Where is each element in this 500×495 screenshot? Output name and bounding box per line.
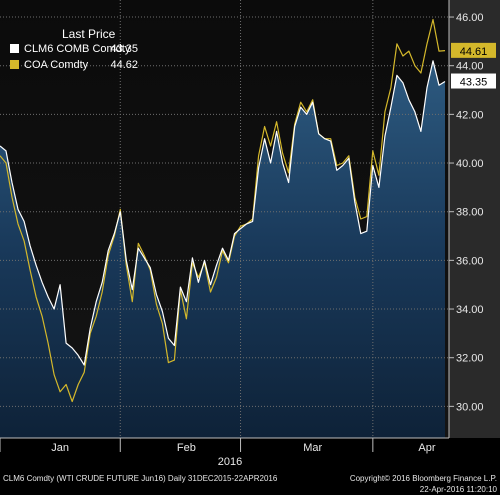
year-label: 2016 xyxy=(218,456,242,468)
legend-title: Last Price xyxy=(62,27,116,41)
last-price-badge xyxy=(451,73,496,89)
x-tick-label: Apr xyxy=(418,442,435,454)
footer-timestamp: 22-Apr-2016 11:20:10 xyxy=(420,485,498,494)
legend-value-coa: 44.62 xyxy=(110,59,138,71)
legend-swatch-coa xyxy=(10,60,19,69)
legend-label-clm6: CLM6 COMB Comdty xyxy=(24,43,131,55)
y-tick-label: 34.00 xyxy=(456,304,484,316)
y-ticks: 30.00 32.00 34.00 36.00 38.00 40.00 42.00 44.00… xyxy=(449,12,484,413)
x-tick-label: Feb xyxy=(177,442,196,454)
grid-layer xyxy=(0,0,449,438)
x-tick-label: Mar xyxy=(303,442,322,454)
footer-copyright: Copyright© 2016 Bloomberg Finance L.P. xyxy=(350,474,497,483)
x-ticks: Jan Feb Mar Apr xyxy=(0,438,436,454)
y-tick-label: 46.00 xyxy=(456,12,484,24)
x-tick-label: Jan xyxy=(51,442,69,454)
y-tick-label: 42.00 xyxy=(456,109,484,121)
legend-label-coa: COA Comdty xyxy=(24,59,89,71)
legend: Last Price CLM6 COMB Comdty 43.35 COA Co… xyxy=(10,27,138,71)
y-axis-panel xyxy=(449,0,500,438)
last-price-badge-text: 44.61 xyxy=(460,46,488,58)
series-lines-layer xyxy=(0,18,446,403)
series-line-clm6 xyxy=(0,60,446,366)
last-price-badge xyxy=(451,42,496,58)
y-tick-label: 40.00 xyxy=(456,158,484,170)
y-tick-label: 32.00 xyxy=(456,353,484,365)
footer-description: CLM6 Comdty (WTI CRUDE FUTURE Jun16) Dai… xyxy=(3,474,278,483)
series-line-coa xyxy=(0,18,446,403)
y-tick-label: 44.00 xyxy=(456,61,484,73)
legend-value-clm6: 43.35 xyxy=(110,43,138,55)
y-tick-label: 38.00 xyxy=(456,207,484,219)
legend-swatch-clm6 xyxy=(10,44,19,53)
y-tick-label: 36.00 xyxy=(456,255,484,267)
last-price-badge-text: 43.35 xyxy=(460,77,488,89)
y-tick-label: 30.00 xyxy=(456,401,484,413)
last-price-badges: 44.61 43.35 xyxy=(451,42,496,89)
